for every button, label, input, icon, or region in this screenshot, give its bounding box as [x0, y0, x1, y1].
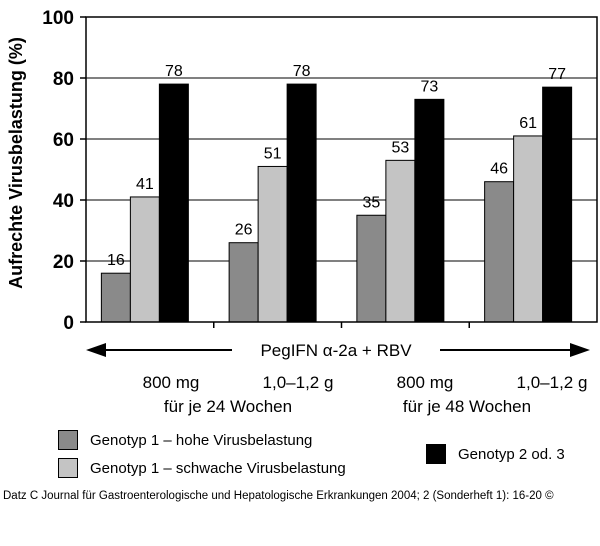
bar-value-label: 41 — [136, 176, 154, 193]
bar-value-label: 78 — [293, 63, 311, 80]
category-label-3-dose: 800 mg — [396, 373, 454, 392]
bar-value-label: 61 — [519, 115, 537, 132]
axes: 0 20 40 60 80 100 — [42, 8, 598, 334]
bar-value-label: 53 — [391, 139, 409, 156]
bar — [257, 165, 288, 323]
duration-label-24: für je 24 Wochen — [163, 397, 293, 416]
bars: 16 41 78 26 51 78 35 53 73 46 61 77 — [100, 63, 573, 323]
bar-value-label: 16 — [107, 252, 125, 269]
category-label-4-dose: 1,0–1,2 g — [516, 373, 588, 392]
bar — [414, 98, 445, 323]
bar — [542, 86, 573, 323]
y-tick-label: 20 — [53, 252, 74, 273]
bar-value-label: 73 — [420, 78, 438, 95]
source-footer: Datz C Journal für Gastroenterologische … — [3, 490, 554, 502]
category-label-1-dose: 800 mg — [142, 373, 200, 392]
bar-value-label: 46 — [490, 161, 508, 178]
bar — [385, 159, 416, 323]
y-axis-label: Aufrechte Virusbelastung (%) — [6, 37, 26, 289]
y-tick-label: 0 — [63, 313, 74, 334]
bar-value-label: 77 — [548, 66, 566, 83]
legend-swatch-schwache — [58, 458, 78, 478]
bar-value-label: 35 — [362, 194, 380, 211]
category-label-2-dose: 1,0–1,2 g — [262, 373, 334, 392]
bar — [100, 272, 131, 323]
bar-value-label: 51 — [264, 145, 282, 162]
legend-swatch-hohe — [58, 430, 78, 450]
bar-value-label: 78 — [165, 63, 183, 80]
legend-item-genotyp-2-3: Genotyp 2 od. 3 — [426, 444, 565, 464]
bar — [228, 242, 259, 323]
bar — [286, 83, 317, 323]
legend-label-schwache: Genotyp 1 – schwache Virusbelastung — [90, 459, 346, 477]
banner-arrow: PegIFN α-2a + RBV — [86, 338, 590, 362]
legend-label-hohe: Genotyp 1 – hohe Virusbelastung — [90, 431, 313, 449]
bar-value-label: 26 — [235, 222, 253, 239]
bar — [356, 214, 387, 323]
bar — [158, 83, 189, 323]
y-tick-label: 60 — [53, 130, 74, 151]
legend-label-genotyp-2-3: Genotyp 2 od. 3 — [458, 445, 565, 463]
legend-item-schwache: Genotyp 1 – schwache Virusbelastung — [58, 458, 346, 478]
duration-label-48: für je 48 Wochen — [402, 397, 532, 416]
bar — [129, 196, 160, 323]
y-tick-label: 40 — [53, 191, 74, 212]
legend-swatch-genotyp-2-3 — [426, 444, 446, 464]
y-tick-label: 100 — [42, 8, 74, 29]
bar — [513, 135, 544, 323]
y-tick-label: 80 — [53, 69, 74, 90]
legend-item-hohe: Genotyp 1 – hohe Virusbelastung — [58, 430, 312, 450]
bar — [484, 181, 515, 323]
banner-label: PegIFN α-2a + RBV — [260, 341, 412, 360]
